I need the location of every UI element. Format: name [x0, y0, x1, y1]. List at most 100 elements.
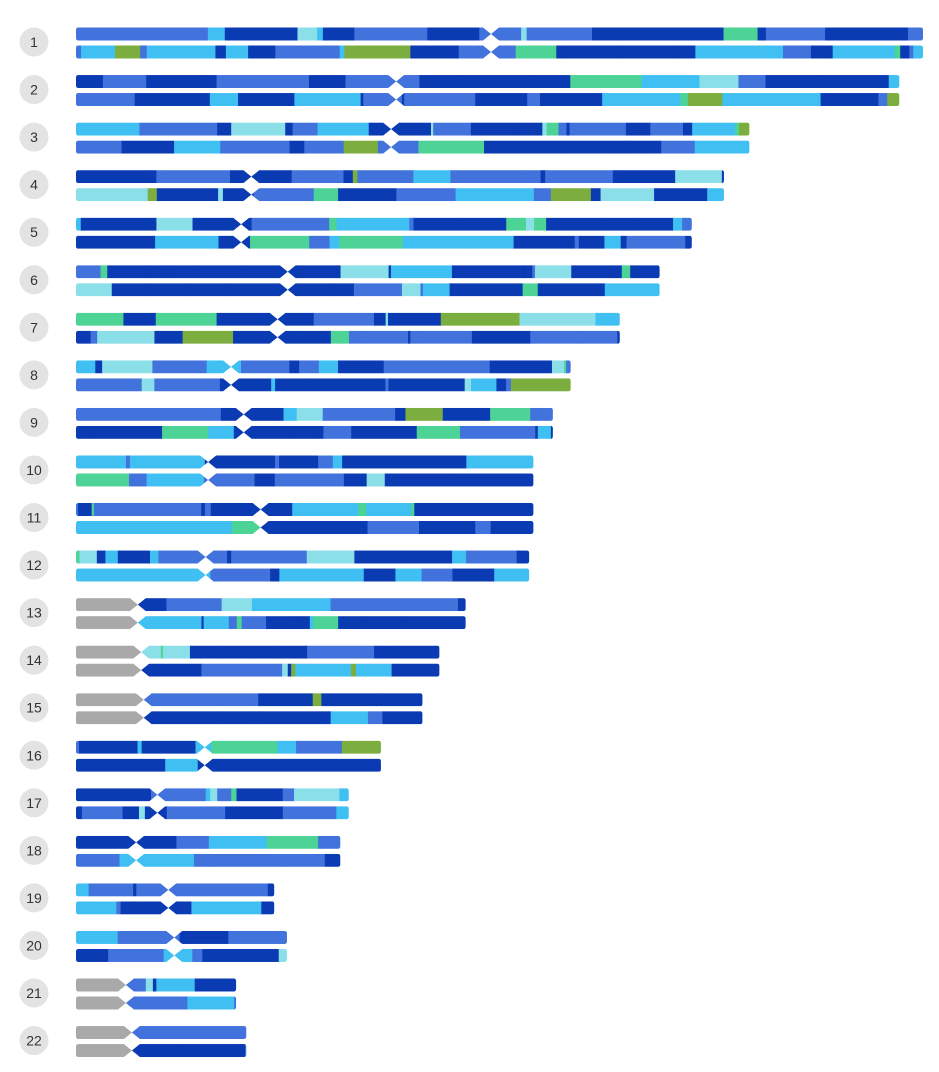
chromosome-band — [216, 312, 268, 326]
chromosome-band — [122, 806, 140, 820]
chromosome-band — [169, 265, 199, 279]
chromosome-band — [273, 521, 313, 534]
chromosome-band — [351, 663, 357, 677]
chromosome-band — [722, 93, 778, 107]
chromosome-band — [582, 330, 618, 344]
chromosome-homologue — [76, 312, 620, 326]
chromosome-number: 1 — [30, 34, 38, 50]
chromosome-band — [632, 265, 660, 279]
chromosome-band — [201, 663, 250, 677]
chromosome-pair: 16 — [19, 740, 381, 772]
chromosome-band — [318, 455, 334, 469]
chromosome-band — [641, 75, 700, 89]
chromosome-band — [317, 27, 324, 41]
chromosome-band — [141, 663, 202, 677]
chromosome-band — [120, 901, 192, 915]
chromosome-band — [510, 378, 571, 392]
chromosome-homologue — [76, 663, 440, 677]
chromosome-homologue — [76, 283, 660, 297]
chromosome-band — [76, 758, 143, 772]
chromosome-band — [149, 835, 177, 849]
chromosome-band — [134, 93, 139, 107]
chromosome-band — [463, 27, 480, 41]
chromosome-band — [216, 75, 231, 89]
chromosome-band — [451, 265, 523, 279]
chromosome-band — [253, 188, 279, 202]
chromosome-band — [343, 473, 368, 487]
chromosome-band — [422, 711, 423, 725]
chromosome-number-badge — [19, 122, 49, 152]
chromosome-band — [224, 27, 292, 41]
chromosome-band — [354, 27, 428, 41]
chromosome-band — [373, 312, 378, 326]
chromosome-band — [475, 521, 492, 534]
chromosome-band — [76, 93, 136, 107]
chromosome-band — [298, 663, 352, 677]
chromosome-band — [515, 45, 557, 59]
chromosome-band — [117, 550, 151, 564]
chromosome-band — [201, 616, 205, 630]
chromosome-band — [774, 27, 820, 41]
chromosome-band — [148, 312, 157, 326]
chromosome-band — [297, 27, 318, 41]
chromosome-band — [76, 853, 120, 867]
chromosome-band — [149, 550, 159, 564]
chromosome-band — [102, 360, 149, 374]
chromosome-band — [146, 283, 192, 297]
chromosome-band — [810, 45, 826, 59]
chromosome-band — [672, 45, 696, 59]
chromosome-band — [585, 235, 599, 249]
chromosome-band — [357, 568, 365, 582]
chromosome-band — [139, 122, 218, 136]
chromosome-band — [393, 93, 403, 107]
chromosome-homologue — [76, 1026, 247, 1040]
chromosome-band — [330, 806, 337, 820]
chromosome-band — [228, 616, 238, 630]
chromosome-band — [322, 27, 355, 41]
chromosome-band — [176, 407, 222, 421]
chromosome-band — [221, 598, 253, 612]
chromosome-band — [654, 188, 708, 202]
chromosome-band — [521, 27, 528, 41]
chromosome-band — [540, 93, 603, 107]
chromosome-band — [88, 883, 134, 897]
chromosome-band — [210, 788, 218, 802]
chromosome-band — [408, 330, 411, 344]
chromosome-band — [231, 788, 238, 802]
chromosome-homologue — [76, 75, 900, 89]
chromosome-band — [332, 455, 343, 469]
chromosome-band — [366, 473, 386, 487]
chromosome-band — [820, 93, 879, 107]
chromosome-band — [695, 45, 741, 59]
chromosome-band — [76, 883, 90, 897]
chromosome-band — [825, 45, 831, 59]
chromosome-pair: 19 — [19, 883, 275, 915]
chromosome-band — [231, 122, 286, 136]
chromosome-band — [545, 170, 550, 184]
chromosome-band — [422, 283, 451, 297]
chromosome-band — [735, 122, 740, 136]
chromosome-band — [149, 170, 157, 184]
chromosome-band — [254, 473, 276, 487]
chromosome-band — [213, 853, 282, 867]
chromosome-band — [166, 170, 231, 184]
chromosome-band — [707, 188, 724, 202]
chromosome-band — [248, 45, 276, 59]
chromosome-band — [566, 122, 571, 136]
chromosome-band — [76, 27, 130, 41]
chromosome-band — [617, 330, 620, 344]
chromosome-band — [484, 140, 561, 154]
chromosome-band — [238, 93, 295, 107]
chromosome-band — [566, 360, 571, 374]
chromosome-band — [546, 217, 609, 231]
chromosome-band — [336, 806, 349, 820]
chromosome-number-badge — [19, 930, 49, 960]
chromosome-band — [608, 140, 619, 154]
chromosome-band — [76, 235, 153, 249]
chromosome-number-badge — [19, 312, 49, 342]
chromosome-band — [163, 948, 193, 962]
chromosome-band — [275, 455, 280, 469]
chromosome-homologue — [76, 758, 381, 772]
chromosome-band — [292, 122, 309, 136]
chromosome-band — [76, 598, 139, 612]
